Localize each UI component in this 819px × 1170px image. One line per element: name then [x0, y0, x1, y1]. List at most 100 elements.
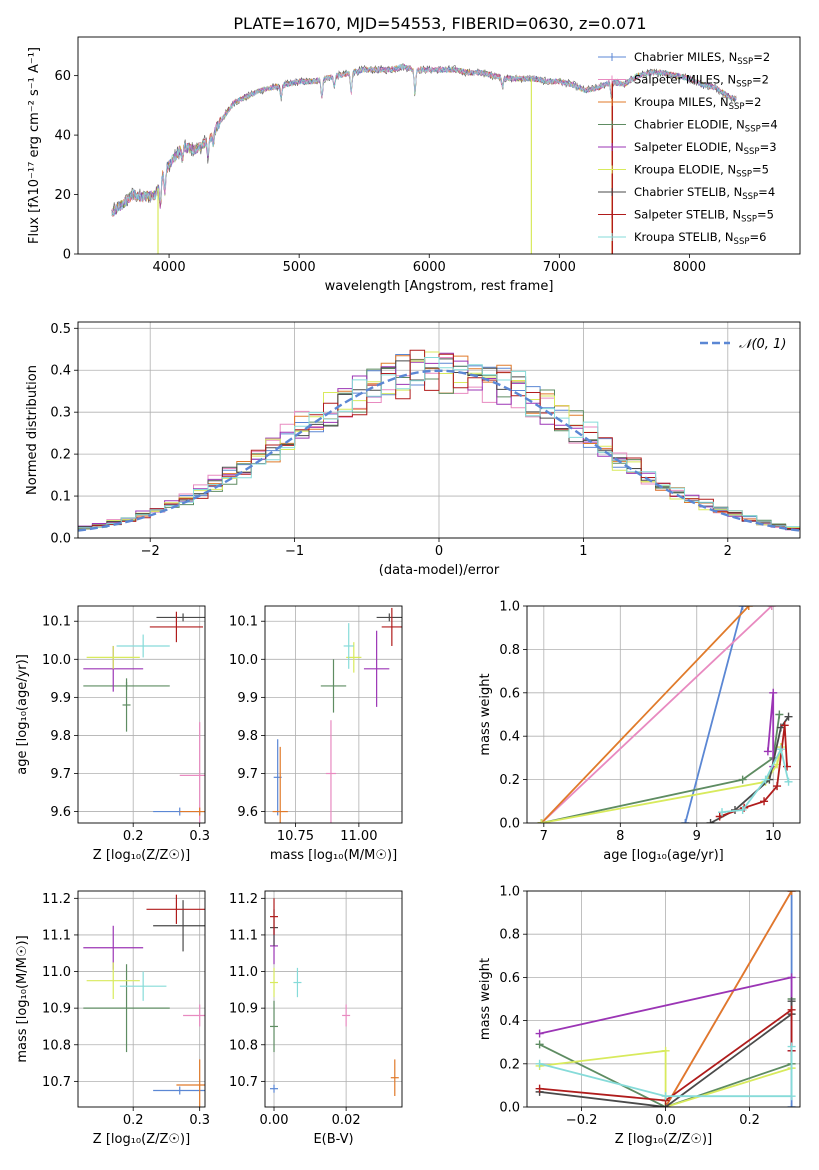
weight-line-salpeter-miles — [540, 606, 773, 823]
plot-area — [83, 611, 205, 823]
legend-name: Kroupa MILES — [634, 95, 713, 109]
y-tick-label: 0.1 — [50, 490, 71, 505]
x-tick-label: 11.00 — [340, 829, 377, 844]
legend-label: Chabrier ELODIE, NSSP=4 — [634, 118, 778, 135]
weight-marker — [738, 775, 747, 784]
figure-title: PLATE=1670, MJD=54553, FIBERID=0630, z=0… — [233, 14, 646, 33]
y-tick-label: 9.6 — [50, 805, 71, 820]
y-tick-label: 0.6 — [499, 686, 520, 701]
x-axis-label: E(B-V) — [313, 1132, 353, 1147]
y-tick-label: 0.6 — [499, 971, 520, 986]
y-tick-label: 1.0 — [499, 600, 520, 615]
y-tick-label: 0.2 — [499, 773, 520, 788]
legend-sep: , N — [720, 73, 736, 87]
panel-mass-vs-Z: 0.2 0.3 10.7 10.8 10.9 11.0 11.1 11.2 Z [log₁₀(Z… — [15, 890, 210, 1147]
y-tick-label: 11.0 — [229, 965, 258, 980]
weight-marker — [706, 819, 715, 823]
y-tick-label: 40 — [54, 129, 71, 144]
y-axis-label: mass [log₁₀(M/M☉)] — [15, 935, 30, 1062]
legend-label: Salpeter STELIB, NSSP=5 — [634, 208, 774, 225]
legend-label: Salpeter MILES, NSSP=2 — [634, 73, 769, 90]
y-axis-label: Flux [fλ10⁻¹⁷ erg cm⁻² s⁻¹ A⁻¹] — [27, 47, 42, 244]
x-tick-label: 10.75 — [277, 829, 314, 844]
legend-name: Kroupa STELIB — [634, 230, 718, 244]
legend-nssp: 4 — [768, 185, 775, 199]
weight-marker — [776, 745, 785, 754]
legend-sub: SSP — [737, 57, 753, 67]
y-tick-label: 0.4 — [499, 1014, 520, 1029]
x-tick-label: 10 — [765, 829, 782, 844]
x-axis-label: mass [log₁₀(M/M☉)] — [270, 848, 397, 863]
plot-area — [78, 349, 800, 532]
legend-sep: , N — [721, 50, 737, 64]
legend-label: Kroupa ELODIE, NSSP=5 — [634, 163, 769, 180]
y-tick-label: 10.8 — [42, 1038, 71, 1053]
y-tick-label: 10.0 — [42, 653, 71, 668]
plot-area — [83, 894, 205, 1107]
legend-sub: SSP — [741, 215, 757, 225]
legend-sep: , N — [725, 208, 741, 222]
weight-marker — [760, 797, 769, 806]
plot-area — [272, 607, 402, 823]
legend-label: Chabrier STELIB, NSSP=4 — [634, 185, 775, 202]
panel-spectrum: 4000 5000 6000 7000 8000 0 20 40 60 wavelength [A… — [27, 36, 801, 294]
legend-label: Kroupa MILES, NSSP=2 — [634, 95, 761, 112]
x-tick-label: 4000 — [153, 260, 186, 275]
axes-frame — [77, 890, 206, 1108]
y-tick-label: 60 — [54, 69, 71, 84]
weight-line-salpeter-stelib — [539, 1008, 793, 1102]
weight-line-salpeter-stelib — [719, 725, 788, 818]
weight-marker — [763, 747, 772, 756]
x-tick-label: 0.02 — [332, 1113, 361, 1128]
weight-marker — [775, 710, 784, 719]
weight-marker — [787, 997, 796, 1006]
x-tick-label: 6000 — [413, 260, 446, 275]
axes-frame — [264, 605, 403, 824]
weight-line-kroupa-miles — [664, 891, 793, 1107]
y-axis-label: Normed distribution — [25, 365, 40, 495]
y-tick-label: 0.8 — [499, 928, 520, 943]
weight-marker — [715, 812, 724, 821]
x-tick-label: 8000 — [673, 260, 706, 275]
gaussian-curve — [78, 369, 800, 532]
weight-marker — [767, 606, 776, 610]
y-tick-label: 0.4 — [50, 364, 71, 379]
legend-name: Chabrier MILES — [634, 50, 721, 64]
y-tick-label: 9.8 — [237, 729, 258, 744]
panel-age-vs-Z: 0.2 0.3 9.6 9.7 9.8 9.9 10.0 10.1 Z [log₁₀(Z/Z☉)… — [15, 605, 210, 863]
weight-marker — [718, 808, 726, 817]
weight-marker — [535, 1059, 544, 1068]
x-axis-label: Z [log₁₀(Z/Z☉)] — [615, 1132, 712, 1147]
legend-sub: SSP — [729, 102, 745, 112]
y-axis-label: age [log₁₀(age/yr)] — [15, 654, 30, 775]
panel-age-vs-mass: 10.75 11.00 9.6 9.7 9.8 9.9 10.0 10.1 mass [log₁… — [229, 605, 403, 863]
y-tick-label: 20 — [54, 188, 71, 203]
y-tick-label: 0.0 — [499, 817, 520, 832]
weight-marker — [537, 819, 546, 823]
weight-marker — [780, 721, 789, 730]
legend-nssp: 5 — [767, 208, 774, 222]
y-tick-label: 9.9 — [50, 691, 71, 706]
legend-nssp: 3 — [769, 140, 776, 154]
x-tick-label: 7000 — [543, 260, 576, 275]
y-tick-label: 0.2 — [499, 1057, 520, 1072]
y-tick-label: 0.0 — [50, 532, 71, 547]
x-tick-label: 9 — [693, 829, 701, 844]
legend-eq: = — [753, 50, 763, 64]
x-axis-label: age [log₁₀(age/yr)] — [603, 848, 724, 863]
x-tick-label: 1 — [579, 544, 587, 559]
y-axis-label: mass weight — [478, 673, 493, 755]
axes-frame — [77, 36, 801, 255]
legend-label: Salpeter ELODIE, NSSP=3 — [634, 140, 777, 157]
legend-eq: = — [749, 230, 759, 244]
legend-name: Salpeter MILES — [634, 73, 720, 87]
y-tick-label: 0.0 — [499, 1101, 520, 1116]
weight-marker — [661, 1046, 670, 1055]
y-tick-label: 1.0 — [499, 885, 520, 900]
y-tick-label: 10.9 — [229, 1002, 258, 1017]
y-tick-label: 0.3 — [50, 406, 71, 421]
legend-nssp: 6 — [759, 230, 766, 244]
y-axis-label: mass weight — [478, 958, 493, 1040]
y-tick-label: 9.6 — [237, 805, 258, 820]
weight-marker — [535, 1029, 544, 1038]
